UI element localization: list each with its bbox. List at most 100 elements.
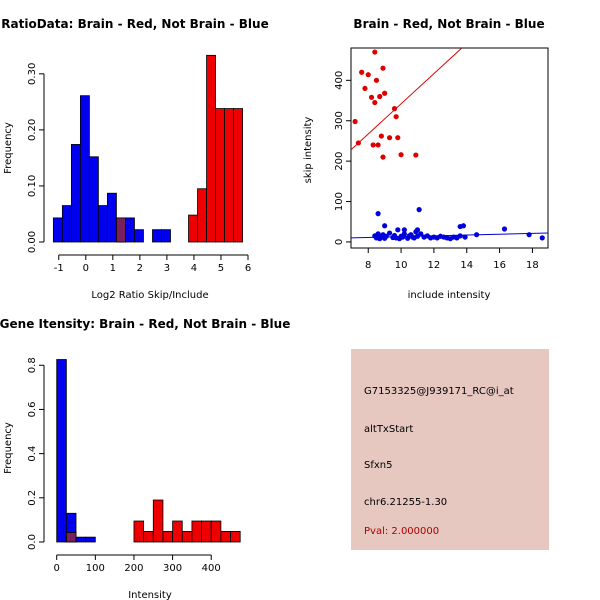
scatter-not-brain-point-43 bbox=[375, 211, 381, 217]
scatter-not-brain-point-24 bbox=[416, 207, 422, 213]
ratio-not-brain-bar-9 bbox=[134, 229, 144, 243]
scatter-brain-point-6 bbox=[372, 49, 378, 55]
scatter-brain-point-10 bbox=[378, 133, 384, 139]
scatter-brain-point-0 bbox=[352, 118, 358, 125]
intensity-not-brain-bar-3 bbox=[85, 536, 96, 543]
intensity-brain-bar-10 bbox=[220, 530, 231, 543]
intensity-x-tick-label-4: 400 bbox=[202, 563, 221, 574]
intensity-y-tick-label-0: 0.0 bbox=[27, 534, 38, 550]
scatter-marks bbox=[351, 48, 548, 242]
scatter-not-brain-point-48 bbox=[462, 234, 468, 240]
ratio-not-brain-bar-8 bbox=[125, 217, 135, 243]
scatter-not-brain-point-37 bbox=[457, 233, 463, 239]
intensity-x-tick-label-2: 200 bbox=[124, 563, 143, 574]
ratio-not-brain-bar-2 bbox=[70, 144, 81, 243]
ratio-brain-bar-3 bbox=[206, 54, 216, 243]
scatter-not-brain-point-45 bbox=[401, 227, 407, 233]
scatter-x-tick-label-3: 14 bbox=[460, 260, 473, 271]
intensity-brain-bar-3 bbox=[152, 499, 164, 543]
ratio-histogram-axes: -1 0 1 2 3 4 5 6 0.00 0.10 0.20 0.30 bbox=[27, 63, 251, 274]
intensity-x-tick-label-3: 300 bbox=[163, 563, 182, 574]
intensity-y-tick-label-4: 0.8 bbox=[27, 357, 38, 373]
ratio-not-brain-bar-0 bbox=[52, 217, 63, 243]
ratio-histogram-ylabel: Frequency bbox=[3, 122, 14, 174]
probe-info-panel: G7153325@J939171_RC@i_at altTxStart Sfxn… bbox=[351, 349, 549, 550]
scatter-brain-point-17 bbox=[395, 135, 401, 141]
gene-name-text: Sfxn5 bbox=[364, 460, 393, 471]
ratio-not-brain-bar-3 bbox=[79, 95, 90, 243]
intensity-brain-bar-1 bbox=[133, 520, 145, 543]
intensity-x-tick-label-1: 100 bbox=[86, 563, 105, 574]
ratio-y-tick-label-1: 0.10 bbox=[27, 175, 38, 197]
intensity-y-tick-label-1: 0.2 bbox=[27, 490, 38, 506]
scatter-y-tick-label-3: 300 bbox=[334, 111, 345, 130]
intensity-overlap-bar-0 bbox=[65, 532, 77, 543]
probe-id-text: G7153325@J939171_RC@i_at bbox=[364, 386, 514, 397]
intensity-histogram-xlabel: Intensity bbox=[128, 590, 172, 600]
intensity-brain-bar-7 bbox=[191, 520, 202, 543]
ratio-y-tick-label-2: 0.20 bbox=[27, 119, 38, 141]
scatter-y-tick-label-4: 400 bbox=[334, 71, 345, 90]
intensity-y-tick-label-2: 0.4 bbox=[27, 446, 38, 462]
scatter-brain-point-8 bbox=[370, 142, 376, 148]
scatter-not-brain-point-8 bbox=[386, 230, 393, 236]
scatter-not-brain-point-7 bbox=[383, 233, 389, 239]
scatter-not-brain-point-25 bbox=[418, 231, 424, 237]
scatter-not-brain-point-42 bbox=[539, 235, 545, 241]
scatter-not-brain-point-44 bbox=[382, 223, 388, 229]
scatter-brain-point-2 bbox=[359, 69, 365, 75]
ratio-brain-bar-2 bbox=[197, 188, 207, 243]
scatter-not-brain-point-16 bbox=[401, 231, 407, 237]
scatter-brain-point-13 bbox=[380, 154, 386, 160]
intensity-brain-bar-11 bbox=[230, 530, 241, 543]
ratio-histogram-title: RatioData: Brain - Red, Not Brain - Blue bbox=[1, 17, 268, 31]
scatter-brain-point-4 bbox=[365, 72, 371, 78]
pval-text: Pval: 2.000000 bbox=[364, 526, 440, 537]
ratio-x-tick-label-1: 0 bbox=[83, 263, 89, 274]
ratio-brain-bar-1 bbox=[188, 214, 198, 243]
scatter-brain-point-11 bbox=[380, 65, 386, 71]
ratio-x-tick-label-0: -1 bbox=[54, 263, 64, 274]
scatter-brain-point-12 bbox=[382, 90, 388, 96]
event-type-text: altTxStart bbox=[364, 424, 414, 435]
ratio-x-tick-label-7: 6 bbox=[245, 263, 251, 274]
ratio-not-brain-bar-5 bbox=[98, 205, 108, 243]
scatter-plot-frame bbox=[350, 47, 549, 249]
scatter-y-tick-label-0: 0 bbox=[334, 239, 345, 245]
ratio-overlap-bar-0 bbox=[116, 217, 126, 243]
ratio-y-tick-label-3: 0.30 bbox=[27, 63, 38, 85]
scatter-brain-point-15 bbox=[393, 114, 399, 120]
intensity-brain-bar-4 bbox=[162, 530, 173, 543]
ratio-not-brain-bar-1 bbox=[61, 205, 72, 243]
ratio-histogram-bars bbox=[52, 54, 243, 243]
scatter-brain-point-16 bbox=[386, 135, 393, 141]
scatter-x-tick-label-0: 8 bbox=[365, 260, 371, 271]
scatter-title: Brain - Red, Not Brain - Blue bbox=[353, 17, 544, 31]
ratio-histogram-panel: RatioData: Brain - Red, Not Brain - Blue… bbox=[1, 17, 268, 301]
intensity-not-brain-bar-2 bbox=[75, 536, 87, 543]
scatter-x-tick-label-1: 10 bbox=[395, 260, 408, 271]
scatter-brain-point-9 bbox=[375, 142, 381, 148]
intensity-histogram-ylabel: Frequency bbox=[3, 422, 14, 474]
scatter-brain-point-19 bbox=[413, 152, 419, 158]
scatter-not-brain-point-46 bbox=[414, 227, 421, 233]
intensity-histogram-bars bbox=[56, 359, 241, 543]
scatter-x-tick-label-2: 12 bbox=[428, 260, 441, 271]
intensity-brain-bar-8 bbox=[201, 520, 212, 543]
scatter-brain-point-18 bbox=[398, 152, 404, 158]
intensity-brain-bar-5 bbox=[172, 520, 183, 543]
ratio-x-tick-label-3: 2 bbox=[137, 263, 143, 274]
scatter-not-brain-point-12 bbox=[395, 227, 401, 233]
scatter-brain-point-1 bbox=[355, 140, 361, 146]
ratio-not-brain-bar-11 bbox=[152, 229, 162, 243]
scatter-clipped-group bbox=[351, 48, 548, 242]
intensity-brain-bar-2 bbox=[143, 530, 154, 543]
intensity-y-tick-label-3: 0.6 bbox=[27, 401, 38, 417]
scatter-not-brain-point-40 bbox=[501, 226, 508, 232]
ratio-x-tick-label-4: 3 bbox=[164, 263, 170, 274]
scatter-panel: Brain - Red, Not Brain - Blue 8 10 12 14 16 1… bbox=[303, 17, 549, 301]
ratio-x-tick-label-6: 5 bbox=[218, 263, 224, 274]
scatter-not-brain-point-39 bbox=[473, 232, 480, 238]
scatter-brain-point-20 bbox=[377, 93, 383, 100]
